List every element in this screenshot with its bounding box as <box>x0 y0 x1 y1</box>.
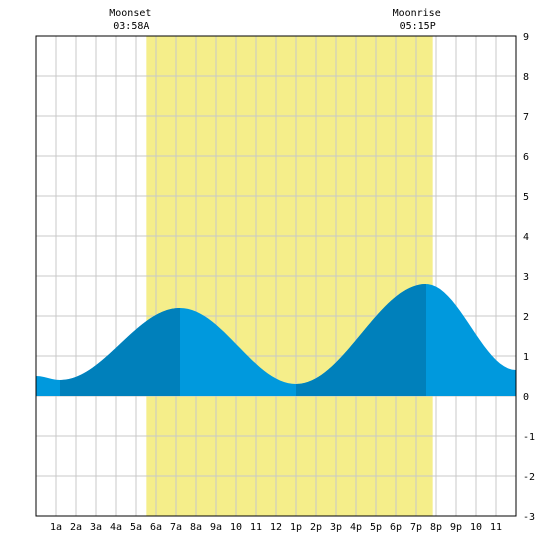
y-tick-label: 9 <box>523 32 529 43</box>
y-tick-label: -3 <box>523 512 535 523</box>
x-tick-label: 10 <box>230 522 242 533</box>
moon-event-time: 05:15P <box>400 21 436 32</box>
y-tick-label: 6 <box>523 152 529 163</box>
plot-frame <box>35 35 517 517</box>
label-layer: 1a 2a 3a 4a 5a 6a 7a 8a 9a 10 11 12 1p 2p 3p 4p 5p 6p 7p 8p… <box>50 8 535 533</box>
x-tick-label: 9a <box>210 522 222 533</box>
frame-layer <box>35 35 517 517</box>
y-tick-label: 8 <box>523 72 529 83</box>
x-tick-label: 1p <box>290 522 302 533</box>
x-tick-label: 5a <box>130 522 142 533</box>
moon-event-title: Moonrise <box>393 8 441 19</box>
x-tick-label: 12 <box>270 522 282 533</box>
tide-area-layer <box>36 284 516 396</box>
x-tick-label: 7a <box>170 522 182 533</box>
x-tick-label: 11 <box>250 522 262 533</box>
moon-event-title: Moonset <box>109 8 151 19</box>
x-tick-label: 10 <box>470 522 482 533</box>
tide-area-rising <box>296 284 426 396</box>
x-tick-label: 6a <box>150 522 162 533</box>
x-tick-label: 7p <box>410 522 422 533</box>
x-tick-label: 1a <box>50 522 62 533</box>
y-tick-label: 1 <box>523 352 529 363</box>
x-tick-label: 2p <box>310 522 322 533</box>
y-tick-label: 3 <box>523 272 529 283</box>
x-tick-label: 5p <box>370 522 382 533</box>
y-tick-label: 4 <box>523 232 529 243</box>
y-tick-label: 0 <box>523 392 529 403</box>
y-tick-label: -2 <box>523 472 535 483</box>
x-tick-label: 4p <box>350 522 362 533</box>
x-tick-label: 8p <box>430 522 442 533</box>
tide-area-rising <box>60 308 180 396</box>
y-tick-label: 5 <box>523 192 529 203</box>
x-tick-label: 6p <box>390 522 402 533</box>
y-tick-label: 7 <box>523 112 529 123</box>
y-tick-label: 2 <box>523 312 529 323</box>
x-tick-label: 3a <box>90 522 102 533</box>
x-tick-label: 2a <box>70 522 82 533</box>
x-tick-label: 3p <box>330 522 342 533</box>
moon-event-time: 03:58A <box>113 21 149 32</box>
grid-layer <box>36 35 516 517</box>
y-tick-label: -1 <box>523 432 535 443</box>
x-tick-label: 11 <box>490 522 502 533</box>
x-tick-label: 8a <box>190 522 202 533</box>
x-tick-label: 9p <box>450 522 462 533</box>
x-tick-label: 4a <box>110 522 122 533</box>
